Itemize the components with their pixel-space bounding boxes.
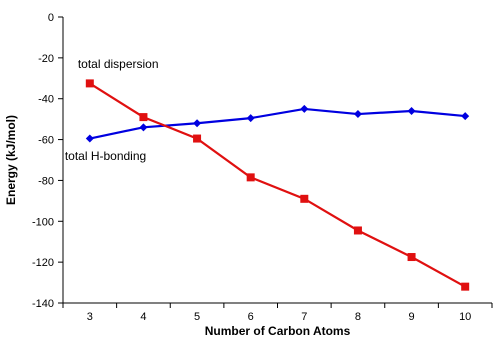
data-point	[193, 134, 202, 143]
series-line	[89, 107, 466, 140]
y-axis-title: Energy (kJ/mol)	[4, 115, 18, 205]
y-tick-label: -40	[38, 94, 54, 106]
x-ticks: 3 4 5 6 7 8 9 10	[62, 303, 493, 323]
series-layer	[85, 79, 470, 291]
series-1	[85, 79, 470, 291]
series-line	[89, 82, 466, 288]
x-tick-label: 10	[459, 311, 471, 323]
x-tick-label: 6	[248, 311, 254, 323]
x-tick-label: 3	[87, 311, 93, 323]
x-tick-label: 4	[140, 311, 146, 323]
data-point	[407, 106, 416, 115]
y-tick-label: -100	[32, 216, 54, 228]
data-point	[139, 113, 148, 122]
annotation-total-dispersion: total dispersion	[78, 57, 159, 71]
data-point	[246, 114, 255, 123]
x-tick-label: 8	[355, 311, 361, 323]
data-point	[85, 134, 94, 143]
x-tick-label: 7	[301, 311, 307, 323]
data-point	[461, 282, 470, 291]
y-tick-label: -140	[32, 298, 54, 310]
x-tick-label: 5	[194, 311, 200, 323]
data-point	[300, 194, 309, 203]
data-point	[461, 112, 470, 121]
data-point	[353, 110, 362, 119]
data-point	[407, 253, 416, 262]
data-point	[85, 79, 94, 88]
y-ticks: 0 -20 -40 -60 -80 -100 -120 -140	[32, 12, 63, 310]
y-tick-label: -80	[38, 175, 54, 187]
y-tick-label: -20	[38, 53, 54, 65]
data-point	[300, 104, 309, 113]
series-0	[85, 104, 470, 143]
annotation-total-h-bonding: total H-bonding	[65, 149, 146, 163]
y-tick-label: 0	[48, 12, 54, 24]
x-tick-label: 9	[409, 311, 415, 323]
y-tick-label: -60	[38, 135, 54, 147]
data-point	[353, 226, 362, 235]
data-point	[193, 119, 202, 128]
x-axis-title: Number of Carbon Atoms	[205, 324, 351, 337]
data-point	[246, 173, 255, 182]
data-point	[139, 123, 148, 132]
y-tick-label: -120	[32, 257, 54, 269]
